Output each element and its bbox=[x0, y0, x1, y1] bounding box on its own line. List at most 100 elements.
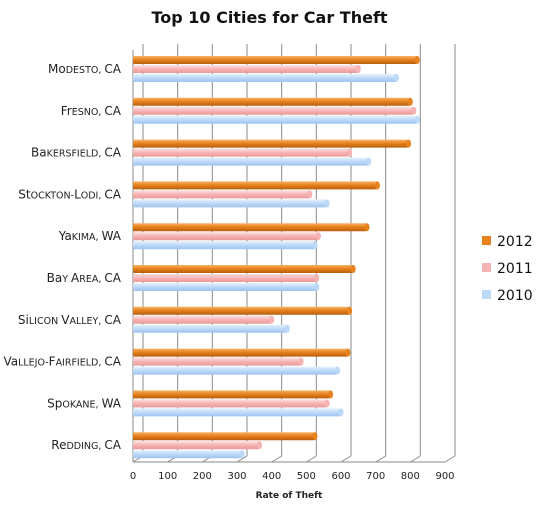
category-label: StOCKTON-LODI, CA bbox=[18, 187, 122, 201]
bar-cap bbox=[347, 148, 353, 157]
x-tick-label: 100 bbox=[158, 471, 177, 482]
bar-2010-1 bbox=[133, 74, 397, 82]
x-axis-title: Rate of Theft bbox=[256, 491, 323, 501]
bar-cap bbox=[335, 366, 341, 375]
x-tick-labels: 0 100 200 300 400 500 600 700 800 900 bbox=[130, 471, 455, 482]
bar-2012-7 bbox=[133, 306, 350, 315]
bar-cap bbox=[312, 432, 318, 441]
x-tick-label: 300 bbox=[227, 471, 246, 482]
bar-2012-5 bbox=[133, 223, 367, 232]
bar-2011-4 bbox=[133, 190, 310, 199]
bar-cap bbox=[411, 106, 417, 115]
x-tick-label: 900 bbox=[435, 471, 454, 482]
legend-label-2012: 2012 bbox=[497, 234, 533, 250]
bar-cap bbox=[407, 97, 413, 106]
bar-cap bbox=[269, 315, 275, 324]
bar-2011-10 bbox=[133, 441, 260, 450]
bar-2011-7 bbox=[133, 315, 272, 324]
bar-2010-9 bbox=[133, 408, 341, 417]
gridline-floor bbox=[444, 455, 456, 463]
x-tick-label: 700 bbox=[366, 471, 385, 482]
bar-cap bbox=[314, 274, 320, 282]
bar-cap bbox=[406, 139, 412, 148]
bar-2010-10 bbox=[133, 450, 243, 459]
bar-cap bbox=[366, 157, 372, 166]
legend-swatch-2011 bbox=[482, 263, 491, 272]
legend-label-2010: 2010 bbox=[497, 288, 533, 304]
bar-2011-9 bbox=[133, 399, 328, 408]
bar-2011-5 bbox=[133, 232, 319, 241]
bar-cap bbox=[393, 74, 399, 82]
bar-cap bbox=[350, 265, 356, 273]
bar-2011-8 bbox=[133, 357, 302, 366]
category-label: ReDDING, CA bbox=[51, 438, 122, 452]
gridline-floor bbox=[236, 455, 248, 463]
bar-cap bbox=[347, 306, 353, 315]
category-label: FrESNO, CA bbox=[61, 104, 122, 118]
bars bbox=[133, 56, 420, 459]
gridline-floor bbox=[340, 455, 352, 463]
x-tick-label: 400 bbox=[262, 471, 281, 482]
gridline-floor bbox=[375, 455, 386, 463]
x-tick-label: 200 bbox=[193, 471, 212, 482]
bar-2012-1 bbox=[133, 56, 418, 64]
bar-cap bbox=[374, 181, 380, 190]
bar-2010-8 bbox=[133, 366, 338, 375]
x-tick-label: 600 bbox=[331, 471, 350, 482]
bar-cap bbox=[414, 56, 420, 64]
bar-2010-5 bbox=[133, 241, 315, 250]
legend-label-2011: 2011 bbox=[497, 261, 533, 277]
bar-2012-4 bbox=[133, 181, 378, 190]
gridline-floor bbox=[306, 455, 317, 463]
bar-2010-7 bbox=[133, 324, 288, 333]
bar-cap bbox=[355, 65, 361, 73]
gridlines bbox=[132, 44, 456, 463]
bar-2012-10 bbox=[133, 432, 315, 441]
bar-2011-2 bbox=[133, 106, 414, 115]
bar-2010-2 bbox=[133, 115, 418, 124]
bar-2011-6 bbox=[133, 274, 317, 282]
bar-cap bbox=[414, 115, 420, 124]
bar-2010-4 bbox=[133, 199, 328, 208]
bar-cap bbox=[345, 348, 351, 357]
category-label: BaY AREA, CA bbox=[47, 271, 122, 285]
bar-cap bbox=[315, 232, 321, 241]
bar-cap bbox=[328, 390, 334, 399]
bar-cap bbox=[239, 450, 245, 459]
chart-title: Top 10 Cities for Car Theft bbox=[151, 8, 388, 27]
x-tick-label: 500 bbox=[297, 471, 316, 482]
x-tick-label: 800 bbox=[401, 471, 420, 482]
bar-cap bbox=[314, 283, 320, 291]
bar-2012-3 bbox=[133, 139, 409, 148]
x-tick-label: 0 bbox=[130, 471, 136, 482]
category-label: VaLLEJO-FAIRFIELD, CA bbox=[3, 355, 121, 369]
bar-cap bbox=[307, 190, 313, 199]
bar-cap bbox=[324, 199, 330, 208]
bar-cap bbox=[312, 241, 318, 250]
gridline-floor bbox=[410, 455, 421, 463]
bar-2011-3 bbox=[133, 148, 350, 157]
category-label: YaKIMA, WA bbox=[58, 229, 122, 243]
gridline-floor bbox=[271, 455, 282, 463]
category-label: SpOKANE, WA bbox=[47, 396, 122, 410]
bar-cap bbox=[364, 223, 370, 232]
legend-swatch-2012 bbox=[482, 236, 491, 245]
legend-swatch-2010 bbox=[482, 290, 491, 299]
bar-2012-8 bbox=[133, 348, 348, 357]
bar-cap bbox=[298, 357, 304, 366]
bar-2012-9 bbox=[133, 390, 331, 399]
bar-2011-1 bbox=[133, 65, 359, 73]
legend: 2012 2011 2010 bbox=[482, 234, 533, 304]
bar-cap bbox=[324, 399, 330, 408]
bar-2010-6 bbox=[133, 283, 317, 291]
bar-2010-3 bbox=[133, 157, 369, 166]
category-label: MoDESTO, CA bbox=[48, 62, 122, 76]
bar-cap bbox=[257, 441, 263, 450]
bar-cap bbox=[338, 408, 344, 417]
bar-2012-2 bbox=[133, 97, 411, 106]
category-label: BaKERSFIELD, CA bbox=[31, 146, 122, 160]
category-label: SiLICON VALLEY, CA bbox=[18, 313, 122, 327]
bar-cap bbox=[284, 324, 290, 333]
bar-2012-6 bbox=[133, 265, 354, 273]
